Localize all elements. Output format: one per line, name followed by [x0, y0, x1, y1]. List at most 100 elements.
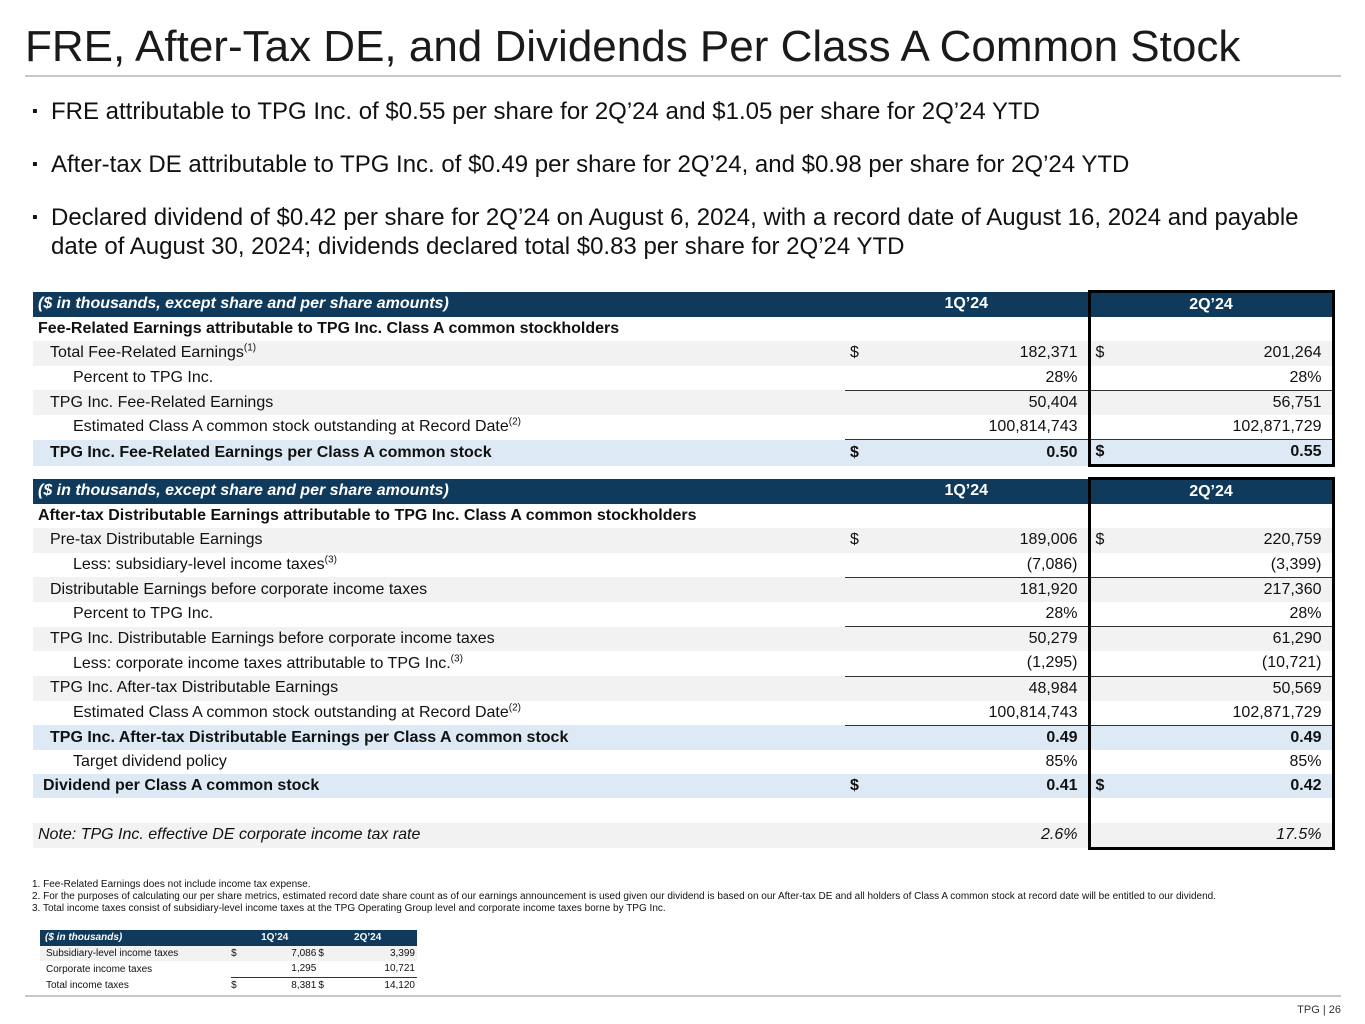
table-row-highlight: TPG Inc. Fee-Related Earnings per Class …: [33, 439, 1335, 468]
row-label: TPG Inc. After-tax Distributable Earning…: [33, 676, 845, 701]
value-2q24: 102,871,729: [1105, 700, 1335, 726]
value-1q24: 100,814,743: [861, 414, 1089, 441]
value-2q24: 0.49: [1105, 725, 1335, 751]
value-2q24: (10,721): [1105, 651, 1335, 677]
row-label: Less: subsidiary-level income taxes(3): [73, 554, 337, 573]
table-row: Total Fee-Related Earnings(1) $ 182,371 …: [33, 341, 1335, 366]
row-label: Pre-tax Distributable Earnings: [33, 528, 845, 553]
table-row: Total income taxes $ 8,381 $ 14,120: [46, 979, 415, 992]
table-row: Percent to TPG Inc. 28% 28%: [33, 365, 1335, 391]
row-label: Distributable Earnings before corporate …: [33, 577, 845, 602]
de-table: ($ in thousands, except share and per sh…: [33, 477, 1335, 850]
value-1q24: (1,295): [861, 651, 1089, 677]
value-1q24: 48,984: [861, 676, 1089, 701]
value-2q24: 0.55: [1105, 439, 1335, 468]
header-2q24: 2Q’24: [1087, 290, 1335, 318]
header-1q24: 1Q’24: [845, 478, 1089, 505]
row-label: Total Fee-Related Earnings(1): [33, 341, 845, 366]
table-header-row: ($ in thousands, except share and per sh…: [33, 477, 1335, 505]
value-1q24: 189,006: [861, 528, 1089, 553]
value-2q24: 102,871,729: [1105, 414, 1335, 441]
row-label: Percent to TPG Inc.: [73, 605, 214, 623]
value-1q24: 28%: [861, 601, 1089, 628]
value-1q24: 100,814,743: [861, 700, 1089, 726]
value-2q24: 217,360: [1105, 577, 1335, 602]
spacer-row: [33, 798, 1335, 823]
value-1q24: 2.6%: [861, 822, 1089, 849]
value-1q24: 28%: [861, 365, 1089, 391]
row-label: Percent to TPG Inc.: [73, 368, 214, 386]
value-2q24: 28%: [1105, 365, 1335, 391]
table-row: Corporate income taxes 1,295 10,721: [40, 961, 417, 978]
row-label: Less: corporate income taxes attributabl…: [73, 653, 463, 672]
row-label: TPG Inc. Fee-Related Earnings per Class …: [33, 439, 845, 466]
row-label: Note: TPG Inc. effective DE corporate in…: [33, 822, 845, 849]
footnotes: 1. Fee-Related Earnings does not include…: [32, 879, 1332, 915]
row-label: TPG Inc. After-tax Distributable Earning…: [33, 725, 845, 751]
value-1q24: 0.49: [861, 725, 1089, 751]
value-1q24: 182,371: [861, 341, 1089, 366]
value-1q24: 50,279: [861, 626, 1089, 652]
section-title: Fee-Related Earnings attributable to TPG…: [38, 320, 620, 338]
value-1q24: 0.41: [861, 774, 1089, 799]
table-row: Distributable Earnings before corporate …: [33, 577, 1335, 602]
table-row-note: Note: TPG Inc. effective DE corporate in…: [33, 822, 1335, 850]
footnote-2: 2. For the purposes of calculating our p…: [32, 891, 1216, 902]
footer-divider: [25, 995, 1341, 997]
section-title: After-tax Distributable Earnings attribu…: [38, 507, 697, 525]
table-row: Subsidiary-level income taxes $ 7,086 $ …: [40, 945, 417, 962]
bullet-dividend: Declared dividend of $0.42 per share for…: [32, 203, 1342, 261]
row-label: Target dividend policy: [73, 753, 227, 771]
table-row: Estimated Class A common stock outstandi…: [33, 700, 1335, 726]
bullet-de: After-tax DE attributable to TPG Inc. of…: [32, 150, 1342, 179]
table-row: Percent to TPG Inc. 28% 28%: [33, 601, 1335, 628]
value-2q24: 28%: [1105, 601, 1335, 628]
table-row: Target dividend policy 85% 85%: [33, 750, 1335, 775]
row-label: TPG Inc. Fee-Related Earnings: [33, 390, 845, 415]
header-2q24: 2Q’24: [1087, 477, 1335, 505]
value-2q24: (3,399): [1105, 552, 1335, 578]
header-label: ($ in thousands, except share and per sh…: [33, 478, 845, 505]
value-2q24: 201,264: [1105, 341, 1335, 366]
table-row: TPG Inc. Fee-Related Earnings 50,404 56,…: [33, 390, 1335, 415]
table-row-highlight: Dividend per Class A common stock $ 0.41…: [33, 774, 1335, 799]
footnote-3: 3. Total income taxes consist of subsidi…: [32, 903, 666, 914]
row-label: TPG Inc. Distributable Earnings before c…: [33, 626, 845, 652]
value-1q24: 50,404: [861, 390, 1089, 415]
table-row: Pre-tax Distributable Earnings $ 189,006…: [33, 528, 1335, 553]
value-2q24: 220,759: [1105, 528, 1335, 553]
section-title-row: Fee-Related Earnings attributable to TPG…: [33, 317, 1335, 342]
page-title: FRE, After-Tax DE, and Dividends Per Cla…: [25, 22, 1241, 71]
table-row-highlight: TPG Inc. After-tax Distributable Earning…: [33, 725, 1335, 751]
table-row: Estimated Class A common stock outstandi…: [33, 414, 1335, 441]
value-2q24: 85%: [1105, 750, 1335, 775]
row-label: Estimated Class A common stock outstandi…: [73, 416, 521, 436]
page-number: TPG | 26: [1297, 1004, 1341, 1016]
footnote-1: 1. Fee-Related Earnings does not include…: [32, 879, 311, 890]
income-tax-table: ($ in thousands) 1Q’24 2Q’24 Subsidiary-…: [40, 930, 417, 993]
header-label: ($ in thousands, except share and per sh…: [33, 291, 845, 318]
row-label: Estimated Class A common stock outstandi…: [73, 702, 521, 722]
table-row: Less: subsidiary-level income taxes(3) (…: [33, 552, 1335, 578]
table-row: TPG Inc. Distributable Earnings before c…: [33, 626, 1335, 652]
value-2q24: 0.42: [1105, 774, 1335, 799]
title-divider: [25, 75, 1341, 77]
value-1q24: 0.50: [861, 439, 1089, 466]
bullet-fre: FRE attributable to TPG Inc. of $0.55 pe…: [32, 97, 1342, 126]
summary-bullets: FRE attributable to TPG Inc. of $0.55 pe…: [32, 97, 1342, 285]
row-label: Dividend per Class A common stock: [33, 774, 845, 799]
value-2q24: 56,751: [1105, 390, 1335, 415]
value-2q24: 61,290: [1105, 626, 1335, 652]
section-title-row: After-tax Distributable Earnings attribu…: [33, 504, 1335, 529]
fre-table: ($ in thousands, except share and per sh…: [33, 290, 1335, 468]
value-2q24: 50,569: [1105, 676, 1335, 701]
header-1q24: 1Q’24: [845, 291, 1089, 318]
value-1q24: 85%: [1045, 753, 1078, 771]
value-1q24: (7,086): [861, 552, 1089, 578]
table-header-row: ($ in thousands, except share and per sh…: [33, 290, 1335, 318]
table-header-row: ($ in thousands) 1Q’24 2Q’24: [40, 930, 417, 946]
table-row: TPG Inc. After-tax Distributable Earning…: [33, 676, 1335, 701]
value-2q24: 17.5%: [1105, 822, 1335, 850]
value-1q24: 181,920: [861, 577, 1089, 602]
table-row: Less: corporate income taxes attributabl…: [33, 651, 1335, 677]
